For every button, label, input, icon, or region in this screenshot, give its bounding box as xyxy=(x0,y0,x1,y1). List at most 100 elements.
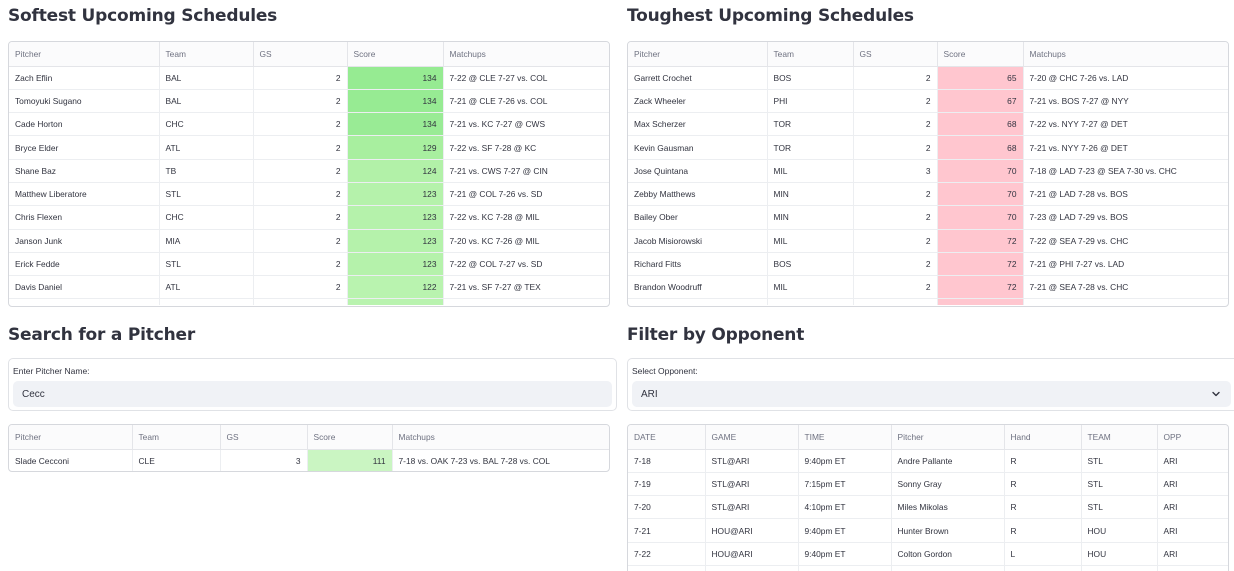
table-row[interactable]: Garrett Crochet BOS 2 65 7-20 @ CHC 7-26 vs.… xyxy=(628,66,1228,90)
cell-gs: 2 xyxy=(853,112,938,137)
col-header-team[interactable]: Team xyxy=(159,42,254,67)
col-header-gs[interactable]: GS xyxy=(253,42,348,67)
table-row[interactable]: Kevin Gausman TOR 2 68 7-21 vs. NYY 7-26 @ D… xyxy=(628,135,1228,160)
chevron-down-icon[interactable] xyxy=(1211,389,1221,399)
col-header-score[interactable]: Score xyxy=(937,42,1024,67)
col-header-matchups[interactable]: Matchups xyxy=(1023,42,1228,67)
table-row[interactable]: Zach Eflin BAL 2 134 7-22 @ CLE 7-27 vs. COL xyxy=(9,66,609,90)
toughest-table[interactable]: Pitcher Team GS Score Matchups Garrett C… xyxy=(627,41,1229,307)
cell-pitcher: Tomoyuki Sugano xyxy=(9,89,160,114)
cell-hand: L xyxy=(1004,542,1082,566)
cell-pitcher: Matthew Liberatore xyxy=(9,182,160,207)
cell-team: BAL xyxy=(159,66,254,90)
cell-team: HOU xyxy=(1081,518,1158,543)
col-header-gs[interactable]: GS xyxy=(853,42,938,67)
opponent-select-label: Select Opponent: xyxy=(632,366,698,376)
cell-pitcher: Bryce Elder xyxy=(9,135,160,160)
cell-gs: 2 xyxy=(853,182,938,207)
col-header-pitcher[interactable]: Pitcher xyxy=(9,425,133,450)
table-row[interactable]: Brandon Woodruff MIL 2 72 7-21 @ SEA 7-28 vs… xyxy=(628,275,1228,300)
table-row[interactable]: Slade Cecconi CLE 3 111 7-18 vs. OAK 7-23 vs… xyxy=(9,449,609,471)
filter-widget: Select Opponent: ARI xyxy=(627,358,1234,411)
opponent-schedule-table[interactable]: DATE GAME TIME Pitcher Hand TEAM OPP 7-1… xyxy=(627,424,1229,571)
cell-matchups: 7-20 @ CHC 7-26 vs. LAD xyxy=(1023,66,1228,90)
cell-pitcher: Hunter Brown xyxy=(891,518,1005,543)
table-row[interactable]: 7-20 STL@ARI 4:10pm ET Miles Mikolas R STL ARI xyxy=(628,495,1228,520)
table-row[interactable]: 7-18 STL@ARI 9:40pm ET Andre Pallante R STL AR… xyxy=(628,449,1228,473)
col-header-game[interactable]: GAME xyxy=(705,425,799,450)
table-row[interactable]: Jacob Misiorowski MIL 2 72 7-22 @ SEA 7-29 v… xyxy=(628,229,1228,253)
cell-team: MIN xyxy=(767,182,854,207)
table-row[interactable]: 7-21 HOU@ARI 9:40pm ET Hunter Brown R HOU ARI xyxy=(628,518,1228,543)
cell-game xyxy=(705,565,799,571)
cell-date: 7-21 xyxy=(628,518,706,543)
toughest-title: Toughest Upcoming Schedules xyxy=(627,6,914,26)
opponent-select[interactable]: ARI xyxy=(632,381,1231,407)
search-results-table[interactable]: Pitcher Team GS Score Matchups Slade Cec… xyxy=(8,424,610,472)
cell-team: CLE xyxy=(132,449,221,471)
cell-matchups: 7-22 vs. NYY 7-27 @ DET xyxy=(1023,112,1228,137)
cell-pitcher: Shane Baz xyxy=(9,159,160,183)
cell-matchups: 7-21 vs. BOS 7-27 @ NYY xyxy=(1023,89,1228,114)
cell-pitcher: Bailey Ober xyxy=(628,205,768,230)
col-header-matchups[interactable]: Matchups xyxy=(443,42,609,67)
table-row[interactable]: Jose Quintana MIL 3 70 7-18 @ LAD 7-23 @ SEA… xyxy=(628,159,1228,183)
col-header-pitcher[interactable]: Pitcher xyxy=(9,42,160,67)
cell-hand: R xyxy=(1004,518,1082,543)
table-row[interactable] xyxy=(9,298,609,305)
col-header-date[interactable]: DATE xyxy=(628,425,706,450)
table-row[interactable]: Cade Horton CHC 2 134 7-21 vs. KC 7-27 @ CWS xyxy=(9,112,609,137)
cell-game: STL@ARI xyxy=(705,472,799,497)
table-row[interactable]: Bryce Elder ATL 2 129 7-22 vs. SF 7-28 @ KC xyxy=(9,135,609,160)
cell-matchups: 7-22 @ SEA 7-29 vs. CHC xyxy=(1023,229,1228,253)
col-header-gs[interactable]: GS xyxy=(220,425,308,450)
col-header-team[interactable]: TEAM xyxy=(1081,425,1158,450)
softest-title: Softest Upcoming Schedules xyxy=(8,6,278,26)
table-row[interactable]: Matthew Liberatore STL 2 123 7-21 @ COL 7-26… xyxy=(9,182,609,207)
table-row[interactable]: Erick Fedde STL 2 123 7-22 @ COL 7-27 vs. SD xyxy=(9,252,609,277)
col-header-opp[interactable]: OPP xyxy=(1157,425,1228,450)
table-row[interactable]: Zack Wheeler PHI 2 67 7-21 vs. BOS 7-27 @ NY… xyxy=(628,89,1228,114)
table-row[interactable]: Janson Junk MIA 2 123 7-20 vs. KC 7-26 @ MIL xyxy=(9,229,609,253)
col-header-team[interactable]: Team xyxy=(767,42,854,67)
cell-opp: ARI xyxy=(1157,495,1228,520)
search-input[interactable]: Cecc xyxy=(13,381,612,407)
table-row[interactable]: Max Scherzer TOR 2 68 7-22 vs. NYY 7-27 @ DE… xyxy=(628,112,1228,137)
col-header-matchups[interactable]: Matchups xyxy=(392,425,609,450)
col-header-score[interactable]: Score xyxy=(347,42,444,67)
cell-time: 4:10pm ET xyxy=(798,495,892,520)
col-header-pitcher[interactable]: Pitcher xyxy=(891,425,1005,450)
cell-matchups: 7-22 vs. KC 7-28 @ MIL xyxy=(443,205,609,230)
cell-pitcher: Cade Horton xyxy=(9,112,160,137)
table-row[interactable]: Davis Daniel ATL 2 122 7-21 vs. SF 7-27 @ TE… xyxy=(9,275,609,300)
cell-opp: ARI xyxy=(1157,449,1228,473)
cell-gs: 2 xyxy=(853,229,938,253)
cell-opp xyxy=(1157,565,1228,571)
table-row[interactable]: 7-19 STL@ARI 7:15pm ET Sonny Gray R STL ARI xyxy=(628,472,1228,497)
col-header-hand[interactable]: Hand xyxy=(1004,425,1082,450)
col-header-pitcher[interactable]: Pitcher xyxy=(628,42,768,67)
table-row[interactable]: Zebby Matthews MIN 2 70 7-21 @ LAD 7-28 vs. … xyxy=(628,182,1228,207)
col-header-score[interactable]: Score xyxy=(307,425,393,450)
table-row[interactable]: Shane Baz TB 2 124 7-21 vs. CWS 7-27 @ CIN xyxy=(9,159,609,183)
cell-gs: 2 xyxy=(253,89,348,114)
cell-matchups xyxy=(443,299,609,305)
search-title: Search for a Pitcher xyxy=(8,325,196,345)
cell-gs: 2 xyxy=(253,252,348,277)
cell-opp: ARI xyxy=(1157,542,1228,566)
cell-matchups: 7-21 @ SEA 7-28 vs. CHC xyxy=(1023,275,1228,300)
table-row[interactable] xyxy=(628,298,1228,305)
table-row[interactable]: Chris Flexen CHC 2 123 7-22 vs. KC 7-28 @ MI… xyxy=(9,205,609,230)
softest-table[interactable]: Pitcher Team GS Score Matchups Zach Efli… xyxy=(8,41,610,307)
col-header-time[interactable]: TIME xyxy=(798,425,892,450)
cell-matchups: 7-22 @ CLE 7-27 vs. COL xyxy=(443,66,609,90)
toughest-header-row: Pitcher Team GS Score Matchups xyxy=(628,42,1228,67)
table-row[interactable] xyxy=(628,565,1228,571)
table-row[interactable]: Tomoyuki Sugano BAL 2 134 7-21 @ CLE 7-26 vs… xyxy=(9,89,609,114)
table-row[interactable]: Bailey Ober MIN 2 70 7-23 @ LAD 7-29 vs. BOS xyxy=(628,205,1228,230)
cell-opp: ARI xyxy=(1157,472,1228,497)
table-row[interactable]: Richard Fitts BOS 2 72 7-21 @ PHI 7-27 vs. L… xyxy=(628,252,1228,277)
col-header-team[interactable]: Team xyxy=(132,425,221,450)
cell-pitcher: Zach Eflin xyxy=(9,66,160,90)
table-row[interactable]: 7-22 HOU@ARI 9:40pm ET Colton Gordon L HOU ARI xyxy=(628,542,1228,566)
